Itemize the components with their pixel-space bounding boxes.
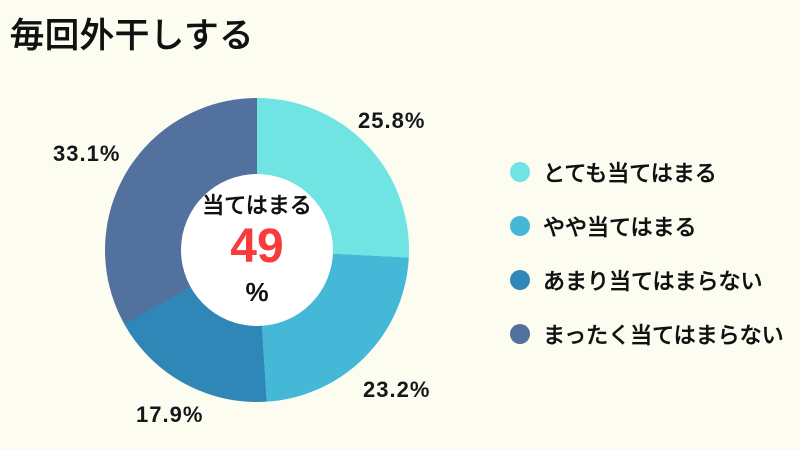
donut-center-label: 当てはまる [202, 192, 312, 218]
donut-center-unit: % [245, 277, 269, 308]
legend-label: あまり当てはまらない [543, 269, 763, 294]
legend-item: あまり当てはまらない [510, 267, 784, 294]
legend-label: とても当てはまる [543, 161, 717, 186]
legend-label: やや当てはまる [543, 215, 697, 240]
legend-dot-icon [510, 216, 530, 236]
legend-dot-icon [510, 324, 530, 344]
legend-item: とても当てはまる [510, 159, 784, 186]
segment-percent-label: 25.8% [358, 108, 426, 133]
legend-dot-icon [510, 162, 530, 182]
legend: とても当てはまる やや当てはまる あまり当てはまらない まったく当てはまらない [510, 159, 784, 348]
donut-center: 当てはまる 49 % [181, 174, 333, 326]
donut-chart: 当てはまる 49 % [105, 98, 409, 402]
page-title: 毎回外干しする [10, 17, 255, 55]
legend-dot-icon [510, 270, 530, 290]
segment-percent-label: 23.2% [363, 377, 431, 402]
segment-percent-label: 33.1% [53, 141, 121, 166]
legend-label: まったく当てはまらない [543, 323, 784, 348]
legend-item: まったく当てはまらない [510, 321, 784, 348]
donut-center-value: 49 [230, 219, 284, 273]
segment-percent-label: 17.9% [136, 402, 204, 427]
legend-item: やや当てはまる [510, 213, 784, 240]
